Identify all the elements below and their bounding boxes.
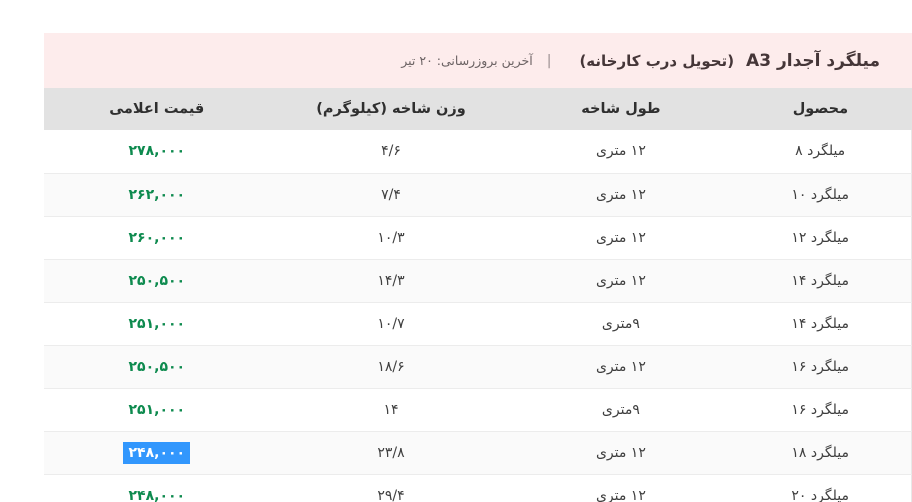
- weight-cell: ۱۴: [269, 388, 513, 432]
- length-cell: ۱۲ متری: [512, 345, 730, 389]
- length-cell: ۹متری: [512, 388, 730, 432]
- weight-cell: ۱۰/۳: [269, 216, 513, 260]
- length-cell: ۱۲ متری: [512, 474, 730, 502]
- table-row: میلگرد ۱۶ ۹متری ۱۴ ۲۵۱,۰۰۰: [44, 388, 912, 432]
- banner-title: میلگرد آجدار A3: [746, 50, 880, 71]
- content-container: میلگرد آجدار A3 (تحویل درب کارخانه) | آخ…: [44, 33, 912, 502]
- price-page: میلگرد آجدار A3 (تحویل درب کارخانه) | آخ…: [0, 33, 912, 502]
- table-header: محصول طول شاخه وزن شاخه (کیلوگرم) قیمت ا…: [44, 88, 912, 130]
- product-cell: میلگرد ۱۲: [729, 216, 912, 260]
- length-cell: ۱۲ متری: [512, 130, 730, 174]
- column-header-length: طول شاخه: [512, 88, 730, 130]
- price-cell: ۲۵۰,۵۰۰: [44, 345, 270, 389]
- price-cell: ۲۴۸,۰۰۰: [44, 431, 270, 475]
- table-row: میلگرد ۱۰ ۱۲ متری ۷/۴ ۲۶۲,۰۰۰: [44, 173, 912, 217]
- column-header-price: قیمت اعلامی: [44, 88, 270, 130]
- price-value-selected: ۲۴۸,۰۰۰: [123, 441, 191, 464]
- product-cell: میلگرد ۱۶: [729, 345, 912, 389]
- product-banner: میلگرد آجدار A3 (تحویل درب کارخانه) | آخ…: [44, 33, 912, 88]
- price-value: ۲۴۸,۰۰۰: [128, 487, 186, 502]
- price-value: ۲۵۱,۰۰۰: [128, 401, 186, 418]
- column-header-product: محصول: [729, 88, 912, 130]
- price-cell: ۲۶۲,۰۰۰: [44, 173, 270, 217]
- table-row: میلگرد ۱۴ ۹متری ۱۰/۷ ۲۵۱,۰۰۰: [44, 302, 912, 346]
- length-cell: ۱۲ متری: [512, 173, 730, 217]
- price-value: ۲۷۸,۰۰۰: [128, 143, 186, 160]
- weight-cell: ۲۳/۸: [269, 431, 513, 475]
- price-cell: ۲۷۸,۰۰۰: [44, 130, 270, 174]
- price-cell: ۲۵۱,۰۰۰: [44, 388, 270, 432]
- table-row: میلگرد ۲۰ ۱۲ متری ۲۹/۴ ۲۴۸,۰۰۰: [44, 474, 912, 502]
- length-cell: ۱۲ متری: [512, 259, 730, 303]
- weight-cell: ۱۴/۳: [269, 259, 513, 303]
- table-row: میلگرد ۱۸ ۱۲ متری ۲۳/۸ ۲۴۸,۰۰۰: [44, 431, 912, 475]
- price-cell: ۲۵۰,۵۰۰: [44, 259, 270, 303]
- last-update-label: آخرین بروزرسانی: ۲۰ تیر: [401, 53, 533, 68]
- table-row: میلگرد ۱۲ ۱۲ متری ۱۰/۳ ۲۶۰,۰۰۰: [44, 216, 912, 260]
- product-cell: میلگرد ۱۴: [729, 259, 912, 303]
- weight-cell: ۲۹/۴: [269, 474, 513, 502]
- product-cell: میلگرد ۱۰: [729, 173, 912, 217]
- table-row: میلگرد ۸ ۱۲ متری ۴/۶ ۲۷۸,۰۰۰: [44, 130, 912, 174]
- table-row: میلگرد ۱۶ ۱۲ متری ۱۸/۶ ۲۵۰,۵۰۰: [44, 345, 912, 389]
- banner-subtitle: (تحویل درب کارخانه): [579, 51, 735, 70]
- price-cell: ۲۵۱,۰۰۰: [44, 302, 270, 346]
- length-cell: ۹متری: [512, 302, 730, 346]
- price-value: ۲۵۰,۵۰۰: [128, 358, 186, 375]
- product-cell: میلگرد ۲۰: [729, 474, 912, 502]
- length-cell: ۱۲ متری: [512, 431, 730, 475]
- table-body: میلگرد ۸ ۱۲ متری ۴/۶ ۲۷۸,۰۰۰ میلگرد ۱۰ ۱…: [44, 130, 912, 502]
- product-cell: میلگرد ۱۴: [729, 302, 912, 346]
- price-cell: ۲۶۰,۰۰۰: [44, 216, 270, 260]
- weight-cell: ۴/۶: [269, 130, 513, 174]
- price-table: محصول طول شاخه وزن شاخه (کیلوگرم) قیمت ا…: [44, 88, 912, 502]
- weight-cell: ۷/۴: [269, 173, 513, 217]
- header-row: محصول طول شاخه وزن شاخه (کیلوگرم) قیمت ا…: [44, 88, 912, 130]
- price-value: ۲۶۰,۰۰۰: [128, 229, 186, 246]
- price-value: ۲۶۲,۰۰۰: [128, 186, 186, 203]
- price-value: ۲۵۰,۵۰۰: [128, 272, 186, 289]
- banner-separator: |: [546, 52, 552, 69]
- price-cell: ۲۴۸,۰۰۰: [44, 474, 270, 502]
- product-cell: میلگرد ۸: [729, 130, 912, 174]
- price-value: ۲۵۱,۰۰۰: [128, 315, 186, 332]
- weight-cell: ۱۸/۶: [269, 345, 513, 389]
- product-cell: میلگرد ۱۶: [729, 388, 912, 432]
- column-header-weight: وزن شاخه (کیلوگرم): [269, 88, 513, 130]
- product-cell: میلگرد ۱۸: [729, 431, 912, 475]
- length-cell: ۱۲ متری: [512, 216, 730, 260]
- weight-cell: ۱۰/۷: [269, 302, 513, 346]
- table-row: میلگرد ۱۴ ۱۲ متری ۱۴/۳ ۲۵۰,۵۰۰: [44, 259, 912, 303]
